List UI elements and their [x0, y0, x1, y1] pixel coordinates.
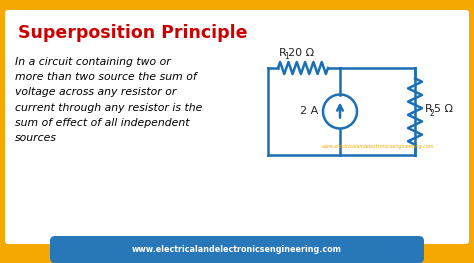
Text: R: R: [425, 104, 433, 114]
Text: 20 Ω: 20 Ω: [288, 48, 314, 58]
Text: R: R: [279, 48, 287, 58]
Text: www.electricalandelectronicsengineering.com: www.electricalandelectronicsengineering.…: [132, 245, 342, 255]
Text: Superposition Principle: Superposition Principle: [18, 24, 247, 42]
Text: 1: 1: [284, 52, 289, 61]
FancyBboxPatch shape: [5, 10, 469, 244]
Text: In a circuit containing two or
more than two source the sum of
voltage across an: In a circuit containing two or more than…: [15, 57, 202, 143]
Text: 2: 2: [430, 109, 435, 118]
Text: www.electricalandelectronicsengineering.com: www.electricalandelectronicsengineering.…: [321, 144, 434, 149]
Text: 5 Ω: 5 Ω: [434, 104, 453, 114]
FancyBboxPatch shape: [50, 236, 424, 263]
Text: 2 A: 2 A: [300, 107, 318, 117]
